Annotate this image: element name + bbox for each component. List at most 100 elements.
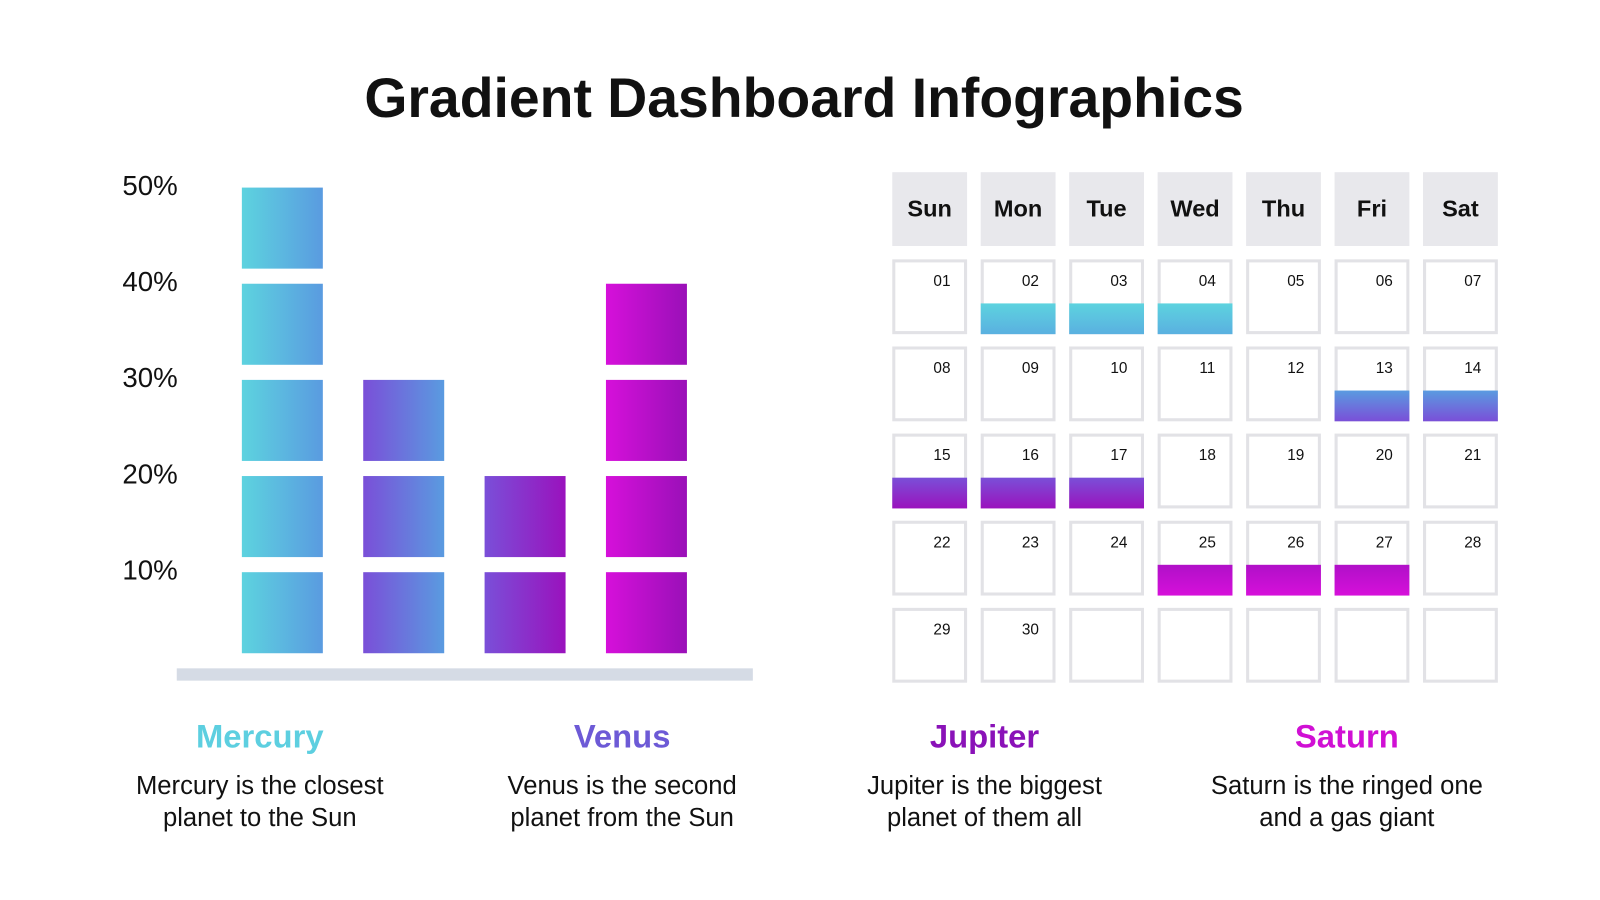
day-cell	[1069, 346, 1145, 422]
weekday-cell	[1246, 172, 1321, 247]
block	[605, 572, 687, 654]
day-cell	[1334, 259, 1410, 335]
day-number: 14	[1464, 360, 1482, 377]
day-number: 04	[1199, 273, 1217, 290]
y-tick-label: 30%	[122, 362, 177, 393]
day-highlight	[1157, 303, 1233, 335]
planet-name: Venus	[574, 718, 671, 755]
block	[484, 572, 566, 654]
day-cell	[1423, 607, 1498, 683]
day-cell	[1423, 433, 1498, 509]
weekday-cell	[1069, 172, 1145, 247]
block	[605, 476, 687, 558]
weekday: Tue	[1087, 195, 1127, 221]
day-number: 08	[933, 360, 950, 377]
day-cell	[1157, 433, 1233, 509]
planet-name: Mercury	[196, 718, 324, 755]
day-cell	[1334, 607, 1410, 683]
planet-description: and a gas giant	[1259, 804, 1434, 832]
day-number: 25	[1199, 534, 1216, 551]
day-number: 23	[1022, 534, 1039, 551]
weekday: Thu	[1262, 195, 1305, 221]
day-number: 18	[1199, 447, 1216, 464]
day-number: 29	[933, 621, 950, 638]
weekday-cell	[1334, 172, 1410, 247]
day-highlight	[1157, 564, 1233, 596]
day-cell	[980, 346, 1056, 422]
planet-description: Mercury is the closest	[136, 772, 384, 800]
block	[363, 379, 445, 461]
day-number: 16	[1022, 447, 1039, 464]
day-cell	[1069, 520, 1145, 596]
planet-description: Jupiter is the biggest	[867, 772, 1102, 800]
day-highlight	[1069, 303, 1145, 335]
planet-description: planet of them all	[887, 804, 1082, 832]
day-number: 26	[1287, 534, 1304, 551]
weekday-cell	[1423, 172, 1498, 247]
day-cell	[892, 346, 968, 422]
day-cell	[1246, 433, 1321, 509]
weekday: Sun	[907, 195, 952, 221]
weekday: Fri	[1357, 195, 1387, 221]
bar	[241, 187, 323, 654]
day-cell	[1157, 346, 1233, 422]
day-highlight	[1246, 564, 1321, 596]
day-highlight	[1423, 390, 1498, 422]
day-highlight	[980, 303, 1056, 335]
planet-description: Venus is the second	[508, 772, 737, 800]
day-cell	[1423, 259, 1498, 335]
weekday: Sat	[1442, 195, 1479, 221]
day-number: 15	[933, 447, 950, 464]
block	[241, 476, 323, 558]
day-number: 22	[933, 534, 950, 551]
block	[241, 283, 323, 365]
block	[363, 476, 445, 558]
block	[241, 379, 323, 461]
planet-name: Jupiter	[930, 718, 1040, 755]
block	[605, 283, 687, 365]
day-highlight	[980, 477, 1056, 509]
day-cell	[1246, 259, 1321, 335]
y-tick-label: 50%	[122, 170, 177, 201]
day-cell	[1157, 607, 1233, 683]
day-number: 20	[1376, 447, 1393, 464]
weekday: Wed	[1170, 195, 1219, 221]
weekday-cell	[980, 172, 1056, 247]
title: Gradient Dashboard Infographics	[364, 67, 1243, 129]
day-cell	[1069, 607, 1145, 683]
day-highlight	[1334, 390, 1410, 422]
block	[241, 187, 323, 269]
day-cell	[1246, 607, 1321, 683]
day-cell	[980, 607, 1056, 683]
block	[241, 572, 323, 654]
day-number: 27	[1376, 534, 1393, 551]
y-tick-label: 40%	[122, 266, 177, 297]
day-number: 05	[1287, 273, 1304, 290]
planet-description: planet to the Sun	[163, 804, 357, 832]
day-number: 12	[1287, 360, 1304, 377]
day-number: 13	[1376, 360, 1393, 377]
day-number: 21	[1464, 447, 1481, 464]
day-number: 06	[1376, 273, 1393, 290]
block	[363, 572, 445, 654]
day-cell	[1246, 346, 1321, 422]
day-cell	[892, 520, 968, 596]
day-number: 01	[933, 273, 950, 290]
y-tick-label: 10%	[122, 554, 177, 585]
day-number: 19	[1287, 447, 1304, 464]
weekday: Mon	[994, 195, 1042, 221]
planet-name: Saturn	[1295, 718, 1399, 755]
day-highlight	[892, 477, 968, 509]
planet-description: Saturn is the ringed one	[1211, 772, 1483, 800]
day-number: 10	[1110, 360, 1127, 377]
bar	[363, 379, 445, 654]
day-number: 28	[1464, 534, 1481, 551]
planet-description: planet from the Sun	[510, 804, 734, 832]
block	[605, 379, 687, 461]
bar	[605, 283, 687, 654]
day-cell	[980, 520, 1056, 596]
day-cell	[892, 607, 968, 683]
weekday-cell	[892, 172, 968, 247]
